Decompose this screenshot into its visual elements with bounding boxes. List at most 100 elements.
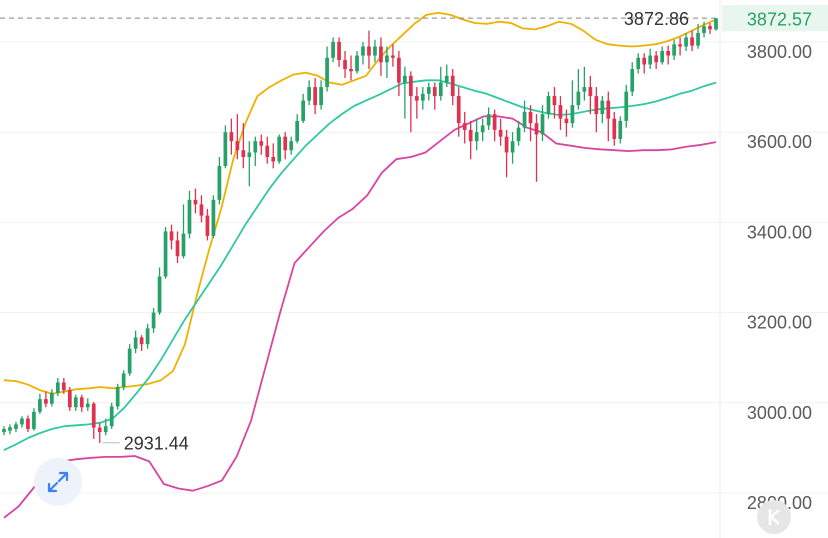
- candle-body: [379, 46, 383, 63]
- candle-body: [97, 427, 102, 433]
- candle-body: [127, 348, 132, 374]
- candle-body: [462, 123, 467, 130]
- candle-body: [636, 57, 641, 70]
- candle-body: [229, 132, 234, 142]
- candle-body: [498, 129, 503, 137]
- candle-body: [55, 382, 60, 393]
- candle-body: [50, 392, 54, 404]
- candle-body: [67, 390, 72, 408]
- candle-body: [271, 156, 276, 162]
- candle-body: [714, 18, 718, 30]
- candle-body: [139, 337, 144, 345]
- candle-body: [438, 82, 443, 97]
- candle-body: [157, 276, 162, 313]
- k-logo-badge: [757, 500, 791, 534]
- candle-body: [373, 46, 377, 56]
- candle-body: [325, 57, 329, 88]
- candle-body: [307, 87, 311, 101]
- candle-body: [319, 87, 323, 106]
- bollinger-bands: [3, 11, 717, 519]
- candle-body: [349, 69, 353, 72]
- candle-body: [702, 26, 706, 33]
- candle-body: [121, 373, 126, 387]
- candle-body: [2, 428, 6, 433]
- candle-body: [289, 141, 294, 151]
- candle-body: [522, 111, 527, 128]
- candle-body: [678, 44, 682, 47]
- candle-body: [660, 51, 665, 63]
- candle-body: [8, 427, 12, 431]
- candle-body: [528, 111, 533, 124]
- candle-body: [391, 55, 395, 58]
- current-price-badge: [722, 5, 828, 32]
- candle-body: [648, 55, 653, 65]
- candle-body: [414, 96, 419, 101]
- candle-body: [510, 141, 515, 153]
- candle-body: [594, 96, 599, 115]
- candle-body: [283, 136, 288, 151]
- candle-body: [708, 26, 712, 30]
- candle-body: [420, 93, 425, 101]
- y-tick-label: 3000.00: [747, 403, 812, 423]
- candle-body: [115, 386, 120, 407]
- y-axis-ticks: 3800.003600.003400.003200.003000.002800.…: [747, 42, 812, 513]
- grid-lines: [0, 41, 828, 494]
- candle-body: [223, 132, 228, 167]
- candle-body: [109, 406, 114, 427]
- candle-body: [187, 199, 192, 234]
- candle-body: [654, 55, 659, 63]
- candle-body: [337, 41, 341, 61]
- candle-body: [552, 96, 557, 106]
- candle-body: [618, 120, 623, 139]
- y-tick-label: 3200.00: [747, 313, 812, 333]
- candle-body: [151, 312, 156, 329]
- candle-body: [277, 136, 282, 162]
- candle-body: [26, 418, 30, 429]
- y-tick-label: 3600.00: [747, 132, 812, 152]
- candle-body: [570, 105, 575, 124]
- y-tick-label: 3400.00: [747, 222, 812, 242]
- candle-body: [564, 118, 569, 124]
- candle-body: [265, 145, 270, 157]
- upper-band-line: [3, 11, 717, 395]
- price-annotations: 3872.86 3872.57 2931.44: [102, 5, 828, 454]
- candle-body: [163, 231, 168, 277]
- candle-body: [73, 397, 78, 408]
- candle-body: [181, 233, 186, 257]
- candle-body: [684, 37, 688, 47]
- candle-body: [32, 411, 36, 429]
- candle-body: [103, 426, 108, 433]
- candle-body: [361, 46, 365, 56]
- candle-body: [145, 328, 150, 345]
- candle-body: [450, 75, 455, 97]
- k-logo-icon: [768, 508, 780, 526]
- candle-body: [624, 91, 629, 121]
- expand-chart-button[interactable]: [34, 458, 82, 506]
- candle-body: [397, 57, 401, 83]
- candlestick-series: [2, 18, 718, 443]
- expand-arrows-icon: [47, 471, 69, 493]
- candle-body: [14, 424, 18, 429]
- candle-body: [612, 118, 617, 139]
- candle-body: [468, 129, 473, 142]
- candle-body: [313, 87, 317, 106]
- candle-body: [409, 75, 413, 97]
- candle-body: [253, 141, 258, 153]
- candle-body: [486, 114, 491, 126]
- candle-body: [540, 114, 545, 135]
- candle-body: [432, 87, 437, 97]
- candle-body: [295, 120, 300, 142]
- candle-body: [426, 87, 431, 94]
- candle-body: [199, 204, 204, 216]
- candle-body: [301, 100, 306, 121]
- candle-body: [331, 41, 335, 58]
- candle-body: [133, 337, 138, 349]
- candle-body: [44, 399, 48, 404]
- candle-body: [385, 55, 389, 63]
- candle-body: [247, 152, 252, 157]
- lower-band-line: [3, 115, 717, 519]
- candle-body: [558, 105, 563, 119]
- candle-body: [576, 91, 581, 106]
- candle-body: [456, 96, 461, 124]
